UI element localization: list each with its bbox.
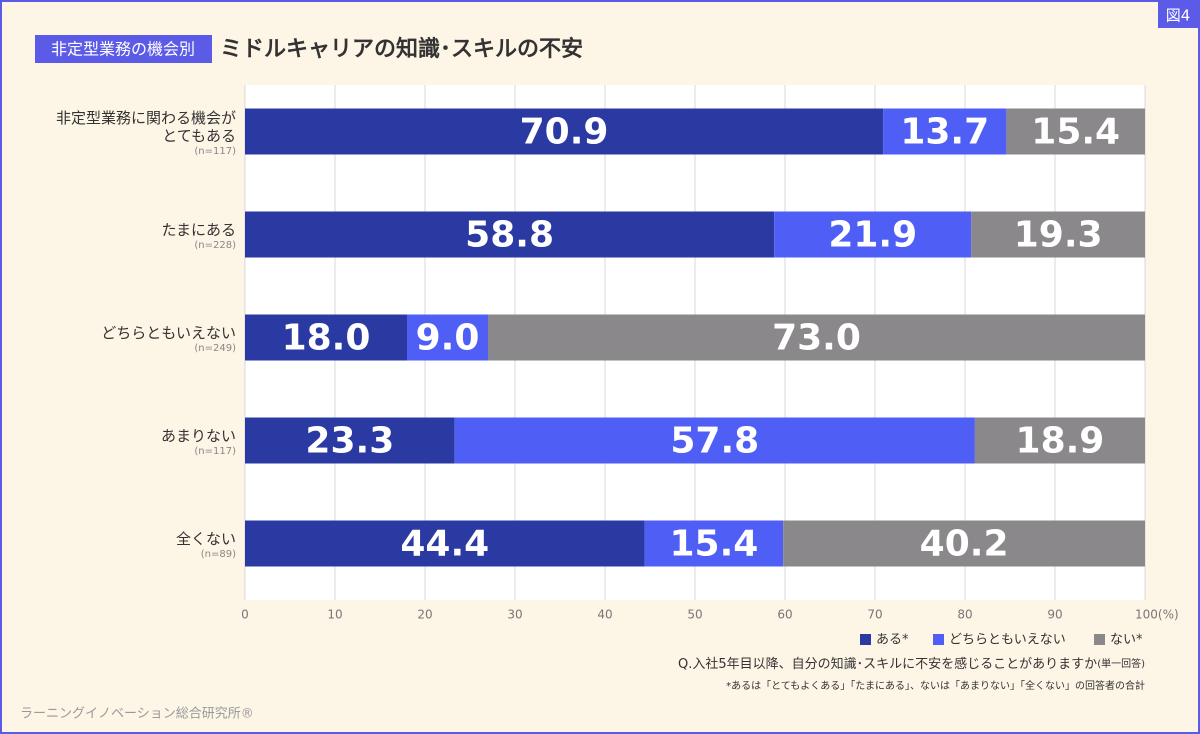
value-label: 44.4 bbox=[400, 524, 489, 565]
value-label: 40.2 bbox=[920, 524, 1009, 565]
bar-segment bbox=[245, 417, 455, 464]
value-label: 23.3 bbox=[305, 421, 394, 462]
legend-swatch bbox=[933, 634, 944, 645]
bar-segment bbox=[454, 417, 975, 464]
bar-segment bbox=[245, 108, 884, 155]
category-text: たまにある bbox=[161, 221, 236, 239]
category-label: あまりない (n=117) bbox=[6, 427, 236, 458]
figure-badge bbox=[1158, 2, 1198, 28]
legend-label: ある* bbox=[876, 633, 909, 648]
value-label: 58.8 bbox=[465, 215, 554, 256]
bar-segment bbox=[1006, 108, 1145, 155]
x-tick-label: 50 bbox=[687, 608, 702, 622]
footnote: *あるは「とてもよくある」「たまにある」、ないは「あまりない」「全くない」の回答… bbox=[726, 679, 1145, 692]
value-label: 15.4 bbox=[1031, 112, 1120, 153]
sample-size: (n=228) bbox=[194, 240, 236, 251]
question-text: Q.入社5年目以降、自分の知識･スキルに不安を感じることがありますか bbox=[678, 656, 1097, 672]
x-tick-label: 70 bbox=[867, 608, 882, 622]
x-tick-label: 20 bbox=[417, 608, 432, 622]
bar-segment bbox=[245, 520, 645, 567]
tag: 非定型業務の機会別 bbox=[51, 40, 195, 59]
value-label: 73.0 bbox=[772, 318, 861, 359]
value-label: 13.7 bbox=[900, 112, 989, 153]
bar-segment bbox=[971, 211, 1145, 258]
value-label: 70.9 bbox=[520, 112, 609, 153]
x-tick-label: 100(%) bbox=[1135, 608, 1179, 622]
x-tick-label: 30 bbox=[507, 608, 522, 622]
x-tick-label: 40 bbox=[597, 608, 612, 622]
category-text: 全くない bbox=[175, 530, 236, 548]
legend-label: ない* bbox=[1110, 633, 1143, 648]
bar-segment bbox=[245, 211, 775, 258]
question-note: (単一回答) bbox=[1097, 657, 1145, 670]
legend-label: どちらともいえない bbox=[949, 633, 1066, 648]
category-text: あまりない bbox=[160, 427, 236, 445]
value-label: 19.3 bbox=[1014, 215, 1103, 256]
question: Q.入社5年目以降、自分の知識･スキルに不安を感じることがありますか(単一回答) bbox=[678, 656, 1145, 672]
bar-segment bbox=[245, 314, 407, 361]
x-tick-label: 90 bbox=[1047, 608, 1062, 622]
x-tick-label: 10 bbox=[327, 608, 342, 622]
value-label: 57.8 bbox=[670, 421, 759, 462]
value-label: 9.0 bbox=[416, 318, 480, 359]
source: ラーニングイノベーション総合研究所® bbox=[20, 707, 254, 722]
chart-title: ミドルキャリアの知識･スキルの不安 bbox=[220, 36, 583, 62]
value-label: 21.9 bbox=[828, 215, 917, 256]
x-tick-label: 60 bbox=[777, 608, 792, 622]
bar-segment bbox=[774, 211, 972, 258]
x-tick-label: 0 bbox=[241, 608, 249, 622]
category-label: 非定型業務に関わる機会が とてもある (n=117) bbox=[6, 109, 236, 158]
category-label: 全くない (n=89) bbox=[6, 530, 236, 561]
category-text: どちらともいえない bbox=[101, 324, 236, 342]
bar-segment bbox=[883, 108, 1007, 155]
bar-segment bbox=[488, 314, 1145, 361]
tag-box bbox=[35, 35, 212, 63]
legend-swatch bbox=[1094, 634, 1105, 645]
value-label: 18.0 bbox=[282, 318, 371, 359]
x-tick-label: 80 bbox=[957, 608, 972, 622]
legend-swatch bbox=[860, 634, 871, 645]
bar-segment bbox=[407, 314, 488, 361]
figure-label: 図4 bbox=[1166, 7, 1191, 25]
value-label: 15.4 bbox=[669, 524, 758, 565]
sample-size: (n=117) bbox=[194, 446, 236, 457]
sample-size: (n=117) bbox=[194, 146, 236, 157]
category-label: たまにある (n=228) bbox=[6, 221, 236, 252]
category-text: 非定型業務に関わる機会が とてもある bbox=[55, 109, 236, 145]
bar-segment bbox=[974, 417, 1145, 464]
bar-segment bbox=[644, 520, 784, 567]
category-label: どちらともいえない (n=249) bbox=[6, 324, 236, 355]
bar-segment bbox=[783, 520, 1145, 567]
sample-size: (n=89) bbox=[200, 549, 236, 560]
sample-size: (n=249) bbox=[194, 343, 236, 354]
value-label: 18.9 bbox=[1016, 421, 1105, 462]
